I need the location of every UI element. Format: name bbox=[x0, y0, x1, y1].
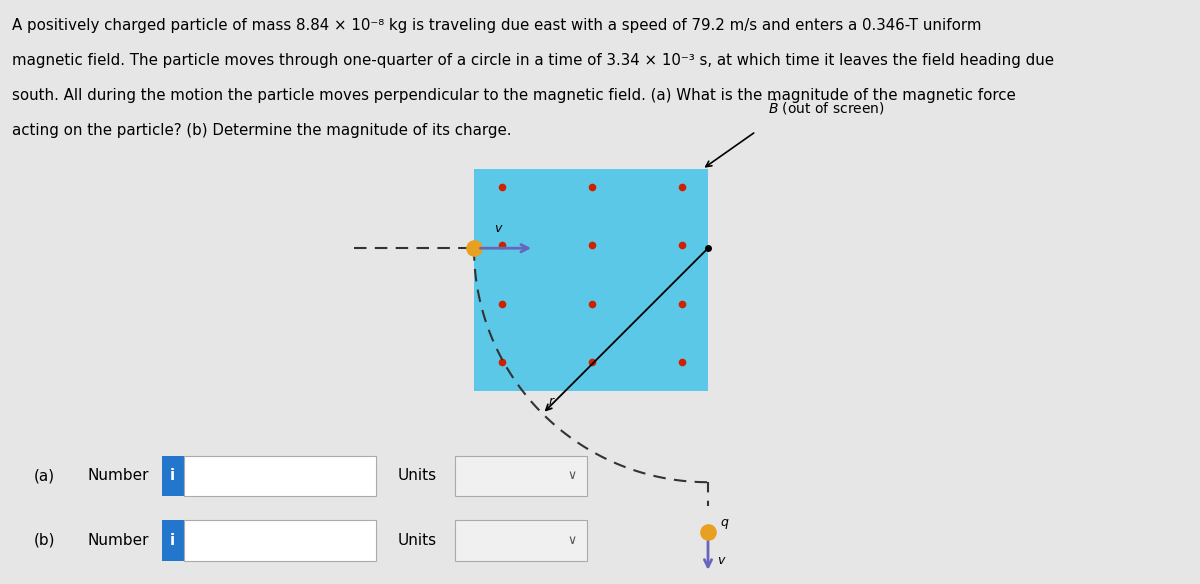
Bar bbox=[455, 520, 587, 561]
Text: ∨: ∨ bbox=[568, 534, 577, 547]
Text: south. All during the motion the particle moves perpendicular to the magnetic fi: south. All during the motion the particl… bbox=[12, 88, 1015, 103]
Bar bbox=[474, 169, 708, 391]
Text: v: v bbox=[494, 222, 502, 235]
Text: i: i bbox=[170, 533, 175, 548]
Text: q: q bbox=[720, 516, 728, 529]
Text: v: v bbox=[718, 554, 725, 567]
Text: $\vec{B}$ (out of screen): $\vec{B}$ (out of screen) bbox=[768, 97, 884, 117]
Text: (b): (b) bbox=[34, 533, 55, 548]
Text: (a): (a) bbox=[34, 468, 55, 484]
Text: A positively charged particle of mass 8.84 × 10⁻⁸ kg is traveling due east with : A positively charged particle of mass 8.… bbox=[12, 18, 982, 33]
Text: acting on the particle? (b) Determine the magnitude of its charge.: acting on the particle? (b) Determine th… bbox=[12, 123, 511, 138]
Text: ∨: ∨ bbox=[568, 470, 577, 482]
Text: Number: Number bbox=[88, 468, 149, 484]
Text: magnetic field. The particle moves through one-quarter of a circle in a time of : magnetic field. The particle moves throu… bbox=[12, 53, 1054, 68]
Text: Units: Units bbox=[397, 468, 437, 484]
Bar bbox=[455, 456, 587, 496]
Text: i: i bbox=[170, 468, 175, 484]
Text: Number: Number bbox=[88, 533, 149, 548]
Text: Units: Units bbox=[397, 533, 437, 548]
Bar bbox=[184, 520, 376, 561]
Bar bbox=[162, 456, 184, 496]
Bar bbox=[184, 456, 376, 496]
Text: r: r bbox=[548, 395, 553, 408]
Bar bbox=[162, 520, 184, 561]
